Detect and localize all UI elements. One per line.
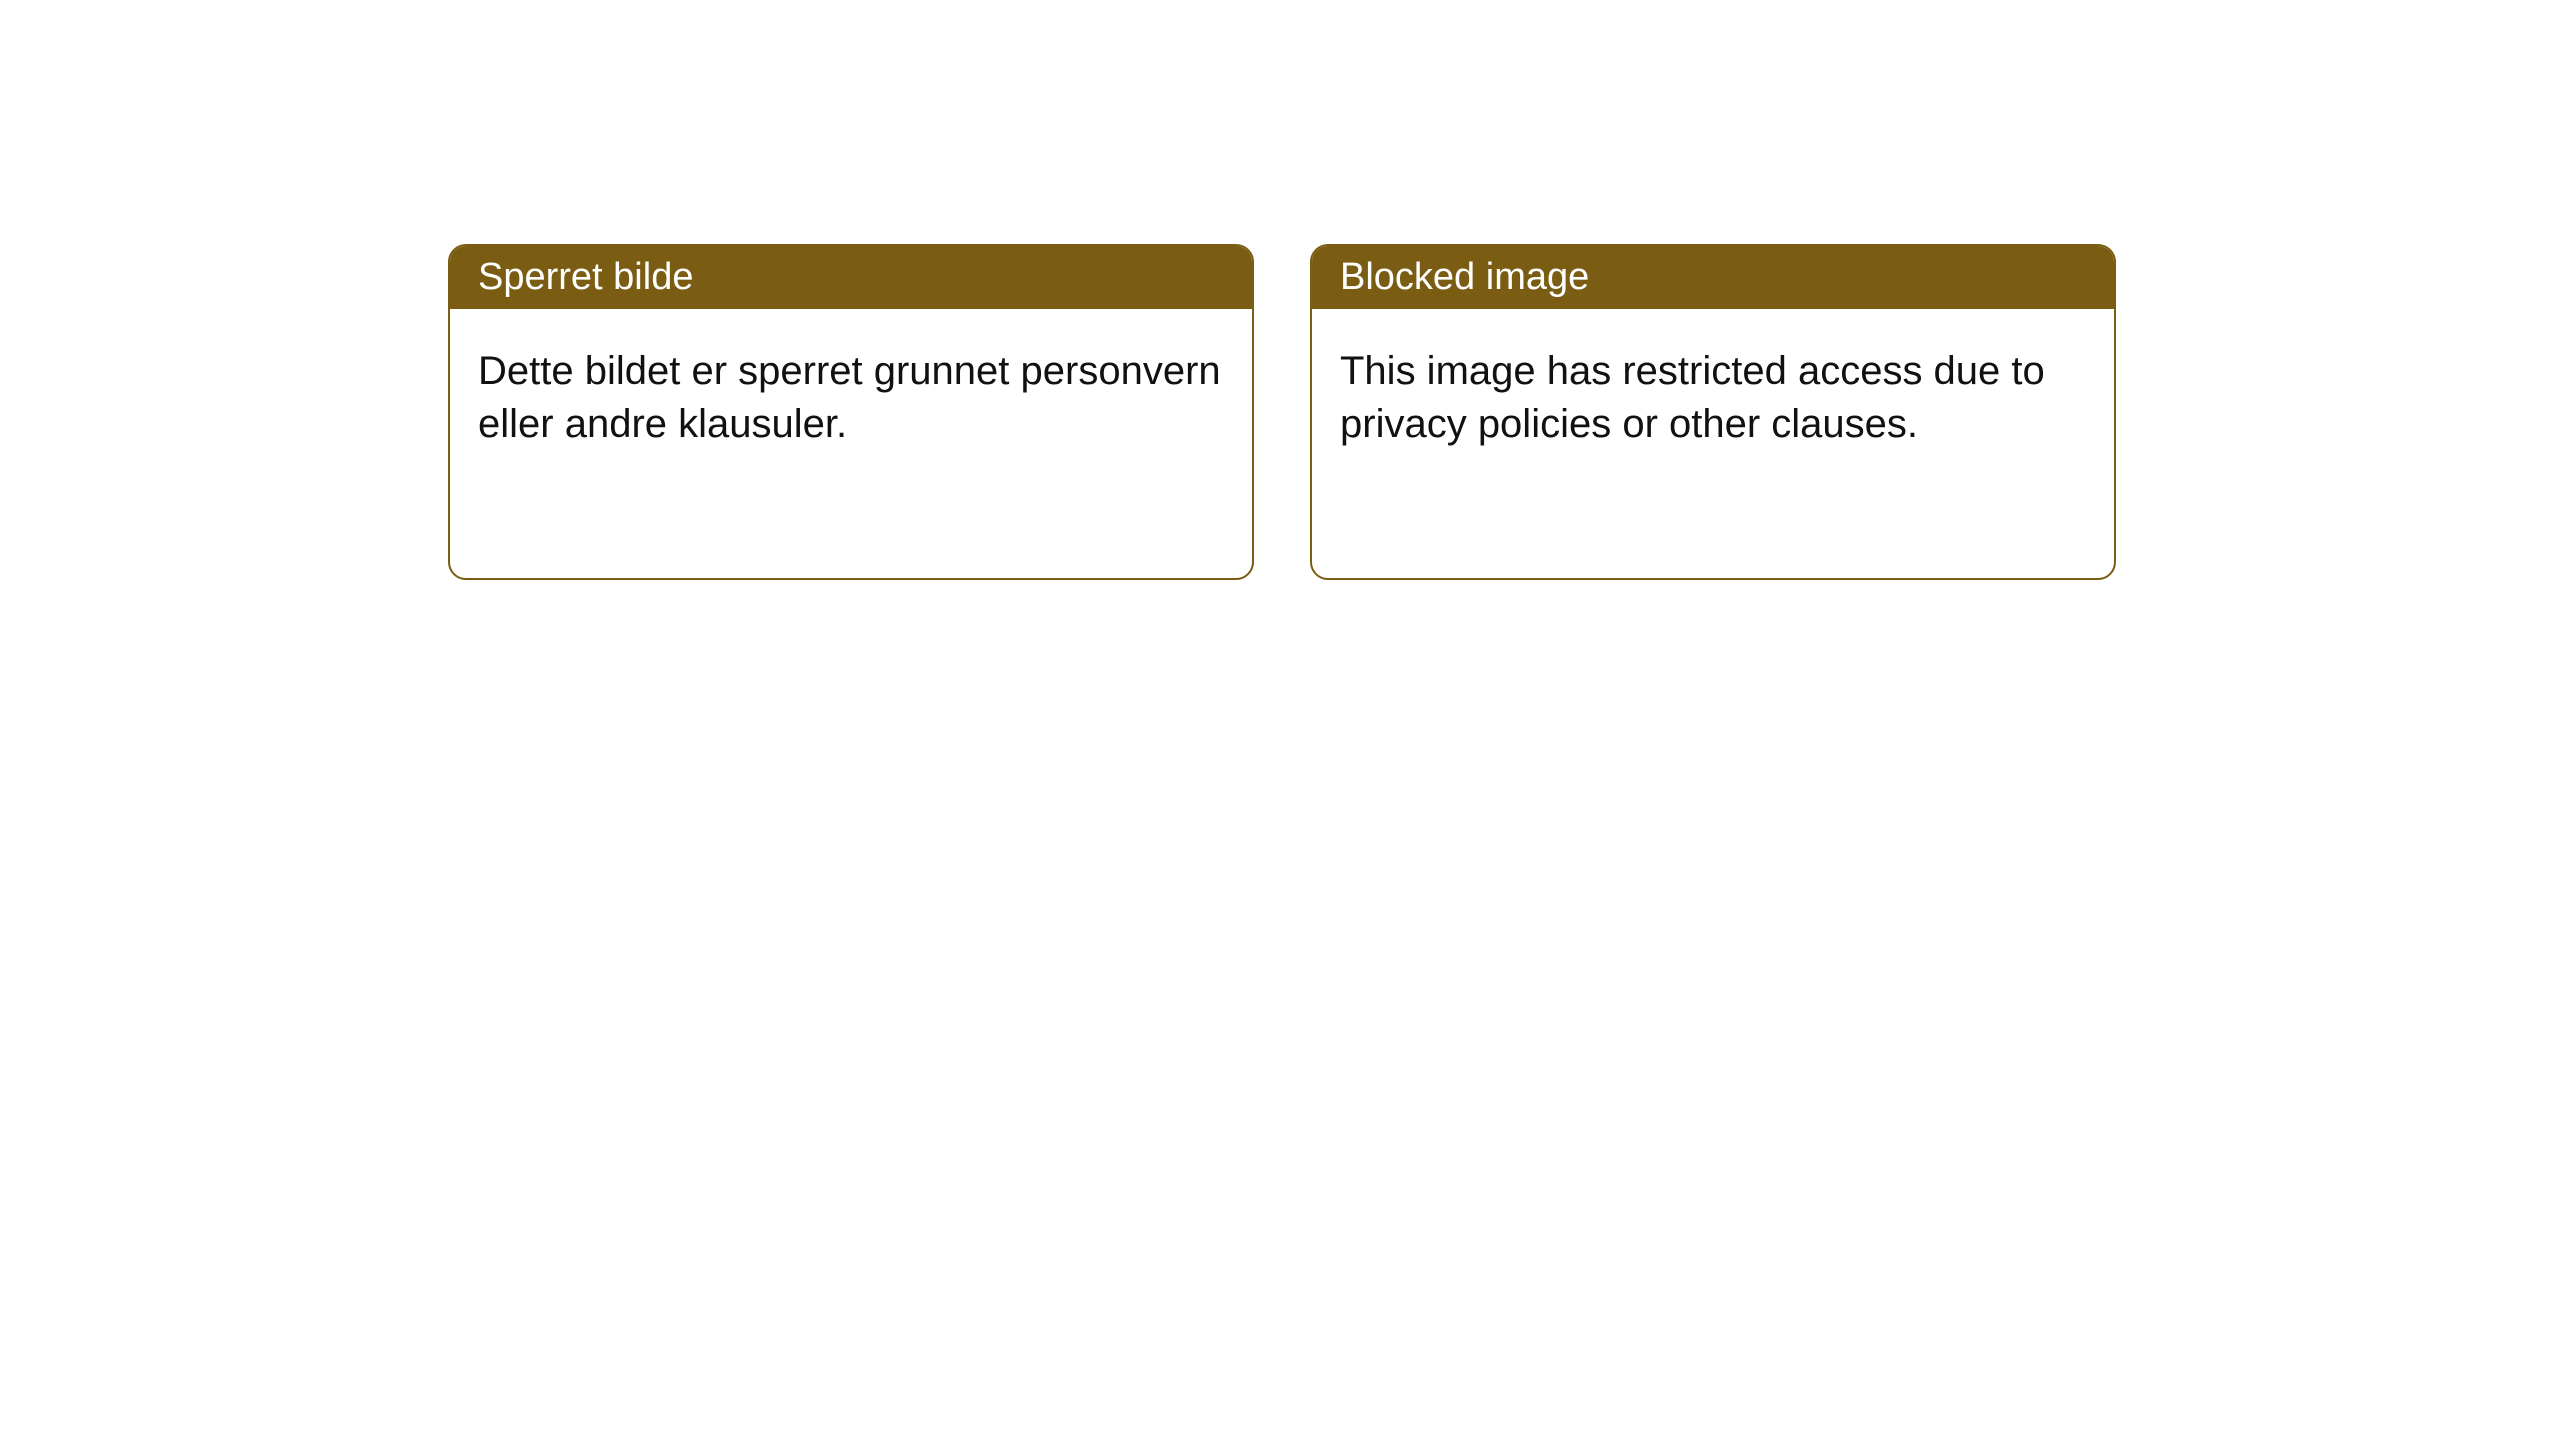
notice-container: Sperret bilde Dette bildet er sperret gr… bbox=[0, 0, 2560, 580]
notice-title-english: Blocked image bbox=[1312, 246, 2114, 309]
notice-card-english: Blocked image This image has restricted … bbox=[1310, 244, 2116, 580]
notice-body-english: This image has restricted access due to … bbox=[1312, 309, 2114, 487]
notice-title-norwegian: Sperret bilde bbox=[450, 246, 1252, 309]
notice-body-norwegian: Dette bildet er sperret grunnet personve… bbox=[450, 309, 1252, 487]
notice-card-norwegian: Sperret bilde Dette bildet er sperret gr… bbox=[448, 244, 1254, 580]
